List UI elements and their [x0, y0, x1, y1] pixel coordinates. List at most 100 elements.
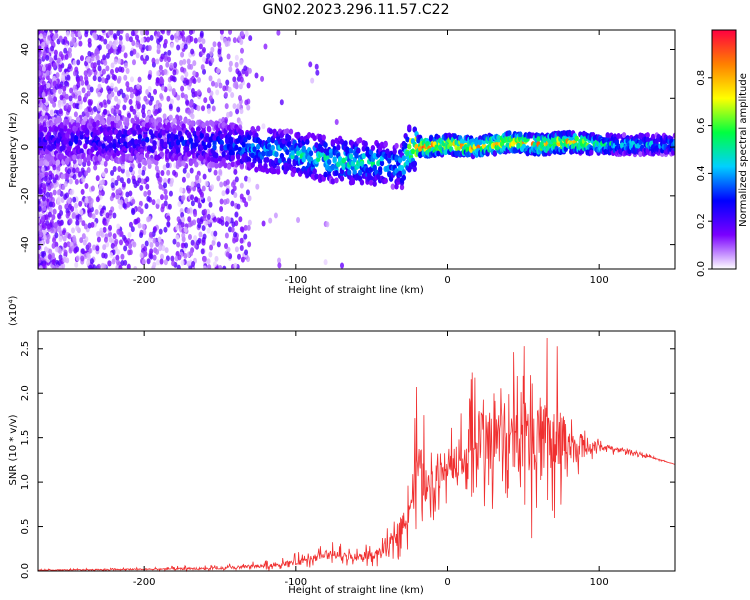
spectrogram-cell [44, 160, 50, 167]
spectrogram-cell [212, 134, 217, 141]
spectrogram-cell [135, 41, 140, 48]
spectrogram-cell [239, 108, 244, 115]
spectrogram-cell [234, 211, 239, 218]
spectrogram-cell [50, 252, 55, 259]
spectrogram-cell [139, 148, 144, 155]
spectrogram-cell [59, 128, 64, 135]
spectrogram-cell [175, 114, 180, 121]
snr-frame [37, 330, 676, 572]
spectrogram-cell [206, 156, 212, 163]
spectrogram-cell [119, 199, 124, 206]
spectrogram-cell [42, 187, 47, 194]
spectrogram-cell [185, 146, 190, 153]
spectrogram-cell [114, 238, 119, 245]
spectrogram-cell [226, 53, 231, 60]
spectrogram-cell [173, 62, 178, 69]
spectrogram-cell [199, 132, 204, 139]
spectrogram-cell [222, 265, 227, 269]
spectrogram-cell [38, 148, 41, 155]
spectrogram-cell [244, 249, 249, 256]
spectrogram-cell [265, 156, 270, 163]
spectrogram-cell [212, 41, 217, 48]
spectrogram-cell [276, 168, 281, 175]
spectrogram-cell [38, 167, 41, 174]
spectrogram-cell [224, 232, 229, 239]
spectrogram-cell [116, 223, 121, 230]
spectrogram-cell [226, 163, 232, 170]
spectrogram-cell [436, 150, 441, 157]
spectrogram-cell [87, 99, 92, 106]
spectrogram-cell [203, 208, 208, 215]
spectrogram-cell [50, 45, 55, 52]
spectrogram-cell [246, 156, 252, 163]
spectrogram-cell [75, 225, 80, 232]
spectrogram-cell [52, 164, 57, 171]
spectrogram-cell [38, 188, 43, 195]
spectrogram-cell [38, 76, 41, 83]
spectrogram-cell [87, 50, 92, 57]
spectrogram-cell [151, 57, 156, 64]
spectrogram-cell [143, 190, 148, 197]
spectrogram-cell [41, 91, 46, 98]
spectrogram-cell [394, 142, 399, 149]
spectrogram-cell [153, 88, 158, 95]
spectrogram-cell [661, 138, 667, 145]
spectrogram-cell [51, 258, 56, 265]
spectrogram-cell [193, 37, 198, 44]
spectrogram-cell [65, 212, 70, 219]
spectrogram-cell [59, 153, 64, 160]
spectrogram-cell [314, 63, 319, 70]
spectrogram-cell [147, 189, 152, 196]
spectrogram-cell [84, 30, 89, 35]
spectrogram-cell [75, 122, 81, 129]
spectrogram-cell [84, 79, 89, 86]
spectrogram-cell [149, 95, 154, 102]
spectrogram-cell [63, 193, 68, 200]
spectrogram-cell [146, 216, 151, 223]
spectrogram-cell [126, 201, 131, 208]
spectrogram-cell [228, 136, 234, 143]
spectrogram-cell [219, 181, 224, 188]
spectrogram-cell [59, 209, 64, 216]
spectrogram-cell [224, 221, 229, 228]
spectrogram-cell [370, 144, 376, 151]
spectrogram-cell [80, 167, 85, 174]
spectrogram-cell [396, 176, 401, 183]
spectrogram-cell [161, 30, 166, 35]
spectrogram-cell [310, 77, 315, 84]
spectrogram-cell [105, 65, 110, 72]
spectrogram-cell [63, 180, 68, 187]
spectrogram-cell [246, 224, 251, 231]
spectrogram-cell [233, 262, 238, 269]
spectrogram-cell [216, 241, 221, 248]
spectrogram-cell [146, 258, 151, 265]
spectrogram-cell [217, 41, 222, 48]
snr-ytick-label: 2.0 [20, 385, 31, 401]
spectrogram-cell [40, 45, 45, 52]
spectrogram-cell [203, 97, 208, 104]
spectrogram-cell [296, 216, 301, 223]
spectrogram-cell [239, 38, 244, 45]
spectrogram-cell [357, 169, 363, 176]
spectrogram-cell [180, 195, 185, 202]
spectrogram-cell [237, 70, 242, 77]
spectrogram-cell [46, 155, 52, 162]
spectrogram-cell [79, 148, 84, 155]
spectrogram-cell [44, 214, 49, 221]
spectrogram-cell [81, 233, 86, 240]
spectrogram-cell [160, 206, 165, 213]
spectrogram-cell [73, 111, 78, 118]
spectrogram-cell [305, 172, 310, 179]
spectrogram-cell [165, 162, 170, 169]
spectrogram-cell [160, 194, 165, 201]
spectrogram-cell [221, 190, 226, 197]
spectrogram-cell [58, 220, 63, 227]
snr-xtick-label: 100 [590, 577, 609, 588]
spectrogram-cell [80, 79, 85, 86]
spectrogram-cell [41, 110, 46, 117]
spectrogram-cell [56, 57, 61, 64]
spectrogram-cell [72, 167, 77, 174]
spectrogram-cell [180, 66, 185, 73]
spectrogram-cell [160, 169, 165, 176]
spectrogram-cell [168, 103, 173, 110]
